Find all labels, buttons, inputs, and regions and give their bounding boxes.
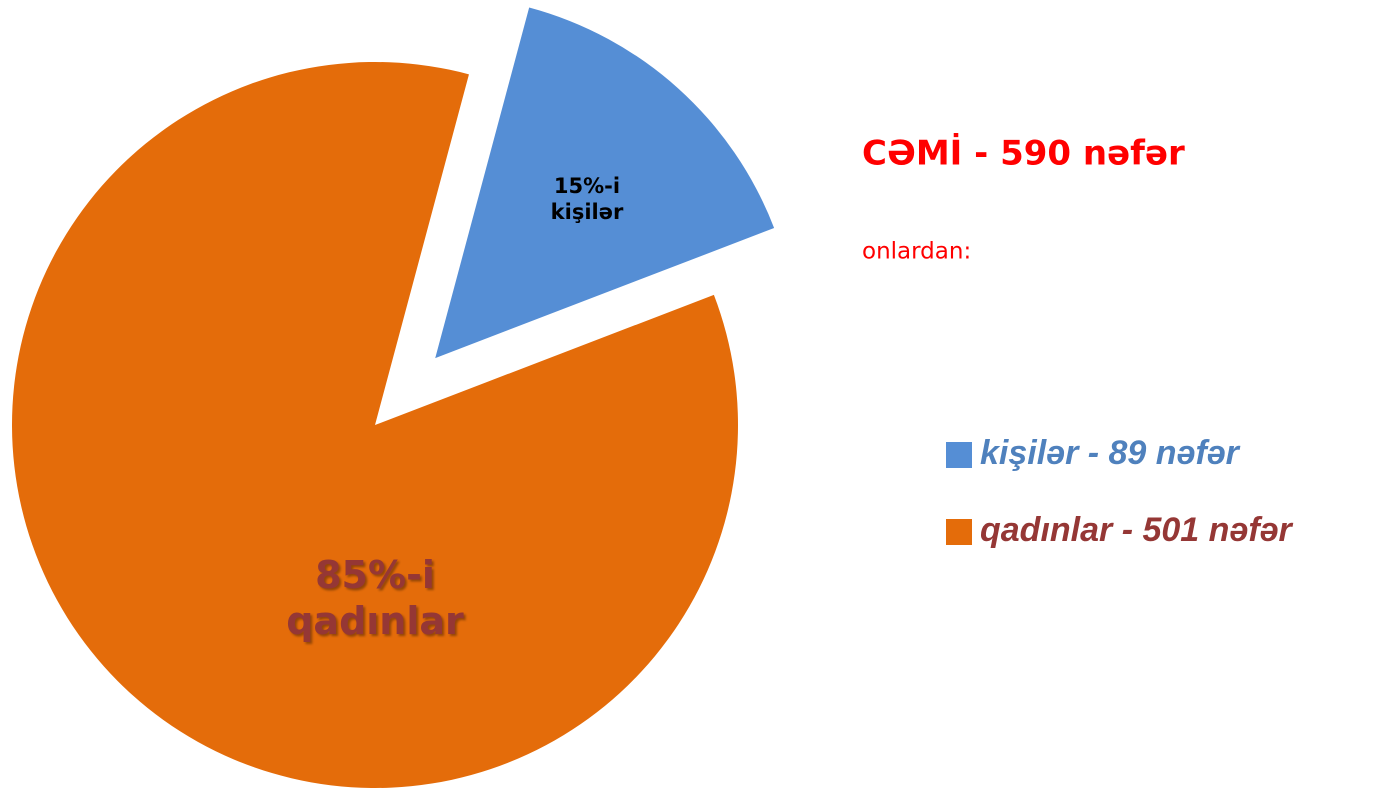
- legend-label: kişilər - 89 nəfər: [980, 434, 1241, 472]
- pie-slice: [12, 62, 738, 788]
- slice-label: 15%-i kişilər: [551, 174, 624, 224]
- legend-label: qadınlar - 501 nəfər: [980, 511, 1294, 549]
- pie-slice: [435, 7, 775, 359]
- slice-label: 85%-i qadınlar: [286, 553, 464, 643]
- chart-subtitle: onlardan:: [862, 239, 971, 265]
- chart-title: CƏMİ - 590 nəfər: [862, 133, 1185, 174]
- legend-swatch: [946, 519, 972, 545]
- legend-swatch: [946, 442, 972, 468]
